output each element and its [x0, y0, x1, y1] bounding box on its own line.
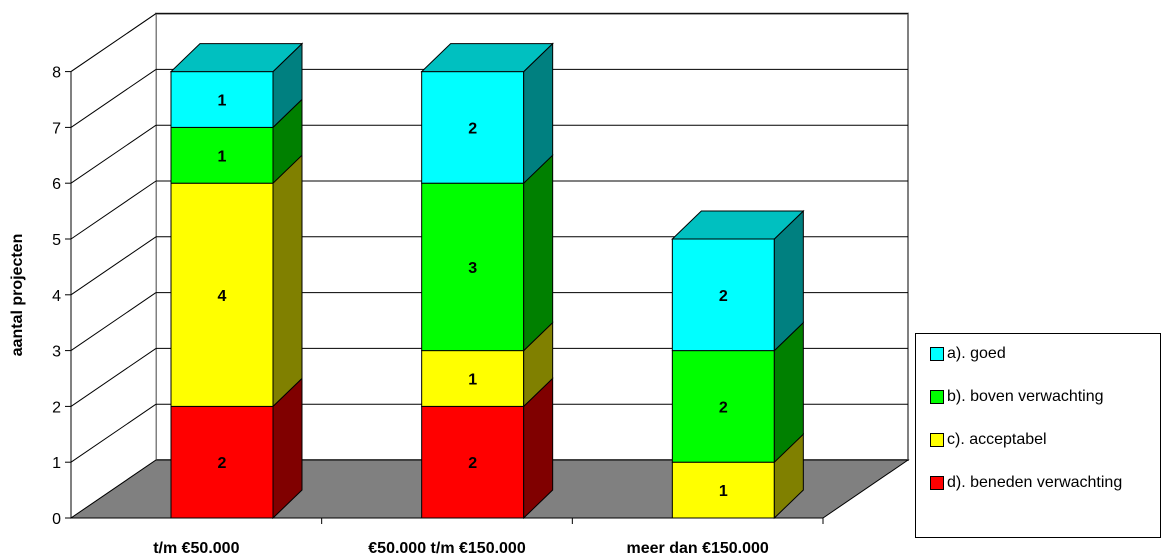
bar-segment [170, 405, 274, 519]
legend-item: b). boven verwachting [930, 387, 1157, 406]
bar-segment [170, 182, 274, 407]
y-tick-label: 1 [52, 455, 61, 472]
gridline-side [70, 236, 157, 296]
data-label: 2 [468, 120, 477, 137]
y-tick-label: 0 [52, 511, 61, 528]
bar-segment [170, 126, 274, 184]
legend-swatch [930, 476, 944, 490]
bar-segment [421, 405, 525, 519]
x-category-label: €50.000 t/m €150.000 [368, 540, 526, 557]
bar-top [169, 43, 304, 73]
data-label: 1 [218, 93, 227, 110]
x-category-label: meer dan €150.000 [627, 540, 769, 557]
y-tick-label: 3 [52, 344, 61, 361]
bar-segment-side [523, 154, 554, 352]
data-label: 2 [719, 399, 728, 416]
bar-segment [671, 238, 775, 352]
data-label: 2 [218, 455, 227, 472]
bar-segment [671, 350, 775, 463]
data-label: 4 [218, 288, 227, 305]
gridline-side [70, 180, 157, 240]
x-category-label: t/m €50.000 [153, 540, 239, 557]
data-label: 1 [218, 148, 227, 165]
gridline-side [70, 124, 157, 184]
legend-item: d). beneden verwachting [930, 473, 1157, 492]
y-tick-label: 6 [52, 176, 61, 193]
bars [169, 42, 805, 520]
bar-top [420, 43, 554, 73]
gridline-side [70, 403, 157, 463]
bar-segment-side [272, 154, 303, 408]
data-label: 2 [468, 455, 477, 472]
gridline-side [70, 292, 157, 352]
data-label: 1 [468, 372, 477, 389]
y-tick-label: 2 [52, 399, 61, 416]
y-tick-label: 7 [52, 120, 61, 137]
data-label: 1 [719, 483, 728, 500]
data-label: 3 [468, 260, 477, 277]
legend: a). goed b). boven verwachting c). accepta… [915, 333, 1161, 538]
bar-segment [671, 461, 775, 519]
bar-segment [170, 71, 274, 128]
legend-label: b). boven verwachting [947, 388, 1104, 405]
axes: 0 1 2 3 4 5 6 7 8 t/m €50.000 €50.000 t/m €150.000… [52, 65, 824, 557]
y-tick-label: 5 [52, 232, 61, 249]
y-tick-label: 4 [52, 288, 61, 305]
legend-label: c). acceptabel [947, 431, 1047, 448]
bar-segment [421, 71, 525, 184]
bar-segment [421, 182, 525, 352]
legend-item: a). goed [930, 344, 1157, 363]
legend-label: d). beneden verwachting [947, 474, 1123, 491]
legend-label: a). goed [947, 345, 1006, 362]
data-label: 2 [719, 288, 728, 305]
gridline-side [70, 347, 157, 407]
legend-swatch [930, 347, 944, 361]
legend-item: c). acceptabel [930, 430, 1157, 449]
gridline-side [70, 68, 157, 128]
gridline-side [70, 13, 157, 73]
legend-swatch [930, 390, 944, 404]
y-tick-label: 8 [52, 65, 61, 82]
bar-top [671, 210, 805, 240]
data-labels: 2 4 1 1 2 1 3 2 1 2 2 [218, 93, 728, 501]
y-axis-label: aantal projecten [9, 234, 26, 357]
legend-swatch [930, 433, 944, 447]
